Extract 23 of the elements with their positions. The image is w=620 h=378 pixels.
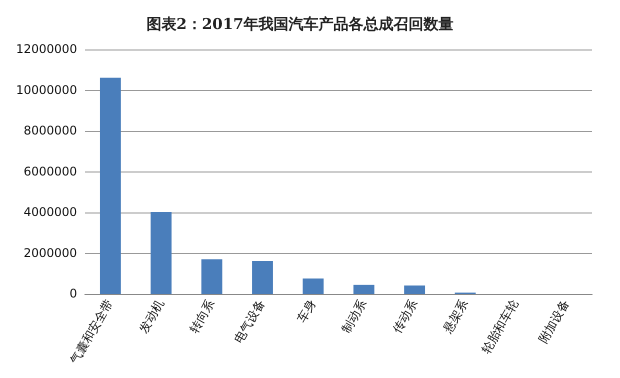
x-tick-label: 悬架系 bbox=[440, 297, 471, 336]
bar bbox=[150, 212, 172, 294]
y-tick-label: 8000000 bbox=[24, 124, 78, 138]
x-tick-label: 传动系 bbox=[390, 297, 420, 336]
x-tick-label: 附加设备 bbox=[536, 297, 572, 346]
y-tick-label: 10000000 bbox=[16, 82, 78, 97]
x-tick-label: 发动机 bbox=[136, 297, 166, 336]
y-tick-label: 12000000 bbox=[16, 42, 78, 56]
x-tick-label: 车身 bbox=[294, 297, 318, 325]
bar bbox=[353, 284, 374, 294]
y-tick-label: 6000000 bbox=[24, 164, 78, 178]
chart-title: 图表2：2017年我国汽车产品各总成召回数量 bbox=[146, 14, 454, 33]
bar bbox=[201, 259, 222, 294]
bar bbox=[252, 261, 273, 294]
y-tick-label: 4000000 bbox=[24, 205, 78, 220]
bar bbox=[100, 78, 121, 294]
x-tick-label: 电气设备 bbox=[232, 297, 268, 346]
bar bbox=[404, 285, 426, 294]
x-tick-label: 制动系 bbox=[339, 297, 370, 336]
bar bbox=[302, 278, 324, 294]
y-tick-label: 2000000 bbox=[24, 246, 78, 260]
x-tick-label: 转向系 bbox=[186, 297, 218, 336]
x-tick-label: 轮胎和车轮 bbox=[479, 297, 522, 356]
